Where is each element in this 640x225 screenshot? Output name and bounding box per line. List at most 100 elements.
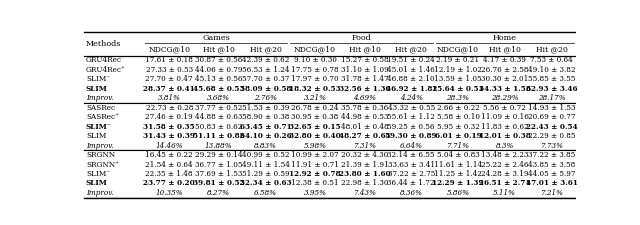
Text: Food: Food: [352, 34, 372, 42]
Text: 35.78 ± 0.36: 35.78 ± 0.36: [341, 104, 388, 112]
Text: 59.30 ± 0.89: 59.30 ± 0.89: [385, 132, 437, 140]
Text: 4.17 ± 0.39: 4.17 ± 0.39: [483, 56, 526, 64]
Text: 37.69 ± 1.53: 37.69 ± 1.53: [195, 170, 243, 178]
Text: 28.37 ± 0.41: 28.37 ± 0.41: [143, 85, 195, 93]
Text: 6.64%: 6.64%: [400, 142, 423, 150]
Text: 40.99 ± 0.52: 40.99 ± 0.52: [242, 151, 289, 159]
Text: 42.39 ± 0.62: 42.39 ± 0.62: [242, 56, 289, 64]
Text: 48.01 ± 0.48: 48.01 ± 0.48: [340, 123, 388, 131]
Text: 58.90 ± 0.38: 58.90 ± 0.38: [242, 113, 289, 121]
Text: 17.75 ± 0.78: 17.75 ± 0.78: [291, 66, 339, 74]
Text: 44.05 ± 5.97: 44.05 ± 5.97: [528, 170, 575, 178]
Text: 44.88 ± 0.63: 44.88 ± 0.63: [195, 113, 243, 121]
Text: 11.91 ± 0.71: 11.91 ± 0.71: [291, 160, 339, 169]
Text: 22.43 ± 0.54: 22.43 ± 0.54: [526, 123, 577, 131]
Text: 12.38 ± 0.51: 12.38 ± 0.51: [291, 180, 339, 187]
Text: 37.22 ± 3.85: 37.22 ± 3.85: [528, 151, 575, 159]
Text: 46.88 ± 2.10: 46.88 ± 2.10: [387, 75, 435, 83]
Text: 63.45 ± 0.71: 63.45 ± 0.71: [239, 123, 291, 131]
Text: 5.58 ± 0.10: 5.58 ± 0.10: [436, 113, 479, 121]
Text: SRGNN: SRGNN: [86, 151, 115, 159]
Text: 9.10 ± 0.30: 9.10 ± 0.30: [294, 56, 337, 64]
Text: 28.29%: 28.29%: [491, 94, 518, 102]
Text: NDCG@10: NDCG@10: [437, 45, 479, 54]
Text: 45.01 ± 1.46: 45.01 ± 1.46: [387, 66, 435, 74]
Text: 51.29 ± 0.59: 51.29 ± 0.59: [242, 170, 289, 178]
Text: 17.61 ± 0.18: 17.61 ± 0.18: [145, 56, 193, 64]
Text: 32.56 ± 1.30: 32.56 ± 1.30: [339, 85, 390, 93]
Text: 7.21%: 7.21%: [540, 189, 563, 197]
Text: 56.53 ± 1.24: 56.53 ± 1.24: [242, 66, 289, 74]
Text: 22.29 ± 0.85: 22.29 ± 0.85: [528, 132, 575, 140]
Text: 20.32 ± 4.30: 20.32 ± 4.30: [341, 151, 388, 159]
Text: 13.48 ± 2.23: 13.48 ± 2.23: [481, 151, 529, 159]
Text: 2.76%: 2.76%: [254, 94, 277, 102]
Text: SLIM⁻: SLIM⁻: [86, 123, 111, 131]
Text: 14.46%: 14.46%: [156, 142, 183, 150]
Text: 31.43 ± 0.39: 31.43 ± 0.39: [143, 132, 195, 140]
Text: 3.95%: 3.95%: [303, 189, 326, 197]
Text: SRGNN⁺: SRGNN⁺: [86, 160, 119, 169]
Text: 26.76 ± 2.58: 26.76 ± 2.58: [481, 66, 529, 74]
Text: GRU4Rec⁺: GRU4Rec⁺: [86, 66, 126, 74]
Text: 47.01 ± 3.61: 47.01 ± 3.61: [525, 180, 577, 187]
Text: 26.78 ± 0.24: 26.78 ± 0.24: [291, 104, 339, 112]
Text: 6.01 ± 0.19: 6.01 ± 0.19: [435, 132, 481, 140]
Text: 29.29 ± 0.14: 29.29 ± 0.14: [195, 151, 243, 159]
Text: 5.11%: 5.11%: [493, 189, 516, 197]
Text: Hit @20: Hit @20: [396, 45, 427, 54]
Text: 5.04 ± 0.83: 5.04 ± 0.83: [436, 151, 479, 159]
Text: 11.25 ± 1.42: 11.25 ± 1.42: [434, 170, 482, 178]
Text: 21.39 ± 1.91: 21.39 ± 1.91: [340, 160, 388, 169]
Text: 31.58 ± 0.35: 31.58 ± 0.35: [143, 123, 195, 131]
Text: 27.33 ± 0.53: 27.33 ± 0.53: [146, 66, 193, 74]
Text: 36.77 ± 1.05: 36.77 ± 1.05: [195, 160, 243, 169]
Text: 45.68 ± 0.53: 45.68 ± 0.53: [193, 85, 244, 93]
Text: 32.80 ± 0.40: 32.80 ± 0.40: [289, 132, 341, 140]
Text: 5.86%: 5.86%: [447, 189, 470, 197]
Text: SLIM⁻: SLIM⁻: [86, 170, 110, 178]
Text: 46.92 ± 1.82: 46.92 ± 1.82: [385, 85, 437, 93]
Text: Hit @10: Hit @10: [203, 45, 235, 54]
Text: SASRec⁺: SASRec⁺: [86, 113, 119, 121]
Text: 44.98 ± 0.53: 44.98 ± 0.53: [340, 113, 388, 121]
Text: Home: Home: [493, 34, 517, 42]
Text: 23.80 ± 1.60: 23.80 ± 1.60: [339, 170, 390, 178]
Text: Games: Games: [202, 34, 230, 42]
Text: SLIM: SLIM: [86, 132, 106, 140]
Text: 28.17%: 28.17%: [538, 94, 565, 102]
Text: 64.10 ± 0.26: 64.10 ± 0.26: [239, 132, 291, 140]
Text: 24.28 ± 3.19: 24.28 ± 3.19: [481, 170, 529, 178]
Text: 11.09 ± 0.16: 11.09 ± 0.16: [481, 113, 529, 121]
Text: 20.69 ± 0.77: 20.69 ± 0.77: [528, 113, 575, 121]
Text: SLIM: SLIM: [86, 180, 108, 187]
Text: 12.92 ± 0.78: 12.92 ± 0.78: [289, 170, 340, 178]
Text: 30.30 ± 2.01: 30.30 ± 2.01: [481, 75, 529, 83]
Text: 44.06 ± 0.79: 44.06 ± 0.79: [195, 66, 243, 74]
Text: Improv.: Improv.: [86, 94, 114, 102]
Text: 31.78 ± 1.47: 31.78 ± 1.47: [340, 75, 388, 83]
Text: 43.32 ± 0.55: 43.32 ± 0.55: [388, 104, 435, 112]
Text: 34.33 ± 1.53: 34.33 ± 1.53: [479, 85, 531, 93]
Text: 12.19 ± 1.02: 12.19 ± 1.02: [434, 66, 482, 74]
Text: 11.83 ± 0.62: 11.83 ± 0.62: [481, 123, 529, 131]
Text: 8.36%: 8.36%: [400, 189, 423, 197]
Text: 19.51 ± 0.24: 19.51 ± 0.24: [387, 56, 435, 64]
Text: 25.22 ± 2.46: 25.22 ± 2.46: [481, 160, 529, 169]
Text: 13.88%: 13.88%: [205, 142, 232, 150]
Text: 27.46 ± 0.19: 27.46 ± 0.19: [145, 113, 193, 121]
Text: 17.97 ± 0.70: 17.97 ± 0.70: [291, 75, 339, 83]
Text: 12.01 ± 0.38: 12.01 ± 0.38: [479, 132, 531, 140]
Text: 51.53 ± 0.39: 51.53 ± 0.39: [242, 104, 289, 112]
Text: 23.77 ± 0.20: 23.77 ± 0.20: [143, 180, 195, 187]
Text: SLIM⁻: SLIM⁻: [86, 75, 110, 83]
Text: 8.3%: 8.3%: [495, 142, 514, 150]
Text: 12.29 ± 1.39: 12.29 ± 1.39: [432, 180, 484, 187]
Text: 43.85 ± 3.58: 43.85 ± 3.58: [528, 160, 575, 169]
Text: Methods: Methods: [86, 40, 122, 48]
Text: 39.81 ± 0.52: 39.81 ± 0.52: [193, 180, 244, 187]
Text: 11.61 ± 1.14: 11.61 ± 1.14: [434, 160, 482, 169]
Text: 57.70 ± 0.37: 57.70 ± 0.37: [242, 75, 289, 83]
Text: Hit @20: Hit @20: [536, 45, 568, 54]
Text: 3.21%: 3.21%: [303, 94, 326, 102]
